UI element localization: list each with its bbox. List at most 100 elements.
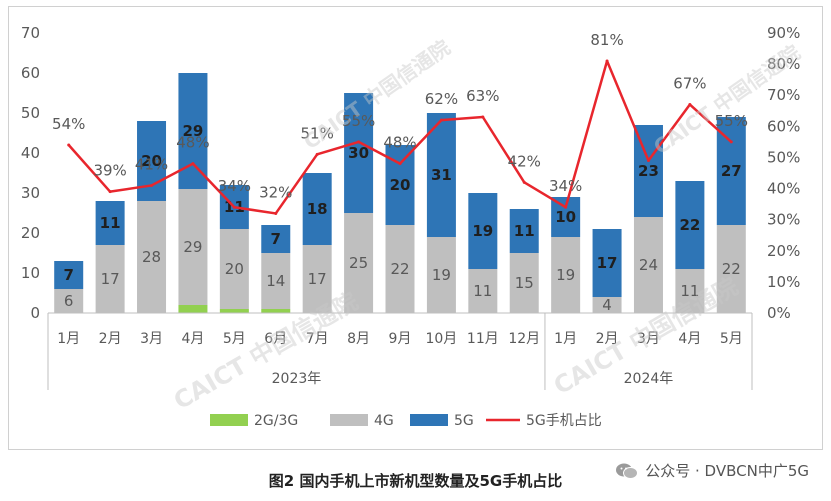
y-right-tick-label: 60% — [767, 117, 800, 135]
bar-5g — [675, 181, 705, 269]
legend-label: 4G — [374, 413, 394, 429]
y-left-tick-label: 30 — [21, 184, 40, 202]
source-credit: 公众号 · DVBCN中广5G — [615, 460, 809, 481]
share-point — [605, 59, 609, 63]
share-point — [564, 205, 568, 209]
share-point — [439, 118, 443, 122]
bar-label-5g: 7 — [63, 266, 73, 284]
bar-label-5g: 7 — [271, 230, 281, 248]
share-label: 54% — [52, 115, 85, 133]
share-label: 48% — [176, 134, 209, 152]
share-point — [108, 190, 112, 194]
y-left-tick-label: 40 — [21, 144, 40, 162]
bar-2g-3g — [261, 309, 291, 313]
wechat-icon — [616, 463, 639, 479]
x-axis: 1月 2月 3月 4月 5月 6月 7月 8月 9月 10月 11月 12月 1月 2月 3月 4月 5月 202… — [47, 312, 753, 390]
bar-5g — [716, 117, 746, 225]
x-tick-label: 2月 — [596, 331, 619, 347]
share-point — [646, 159, 650, 163]
bar-label-5g: 23 — [638, 162, 659, 180]
bar-4g — [468, 269, 498, 313]
share-label: 41% — [135, 155, 168, 173]
bar-label-4g: 19 — [432, 266, 451, 284]
bars-group — [54, 73, 746, 313]
share-point — [688, 103, 692, 107]
y-left-tick-label: 70 — [21, 24, 40, 42]
bar-label-4g: 28 — [142, 248, 161, 266]
bar-5g — [95, 201, 125, 245]
bar-label-4g: 14 — [266, 272, 285, 290]
bar-4g — [261, 253, 291, 309]
bar-label-4g: 22 — [390, 260, 409, 278]
bar-label-5g: 30 — [348, 144, 369, 162]
bar-4g — [716, 225, 746, 313]
share-label: 34% — [549, 177, 582, 195]
bar-label-4g: 11 — [680, 282, 699, 300]
share-label: 62% — [425, 90, 458, 108]
source-text: 公众号 · DVBCN中广5G — [645, 462, 809, 480]
bar-4g — [344, 213, 374, 313]
bar-4g — [592, 297, 622, 313]
share-point — [67, 143, 71, 147]
bar-label-5g: 20 — [141, 152, 162, 170]
bar-label-5g: 20 — [390, 176, 411, 194]
share-label: 42% — [508, 152, 541, 170]
x-tick-label: 3月 — [637, 331, 660, 347]
x-tick-label: 2月 — [99, 331, 122, 347]
share-label: 48% — [383, 134, 416, 152]
share-point — [315, 152, 319, 156]
bar-4g — [509, 253, 539, 313]
y-left-tick-label: 0 — [30, 304, 40, 322]
x-tick-label: 4月 — [181, 331, 204, 347]
x-tick-label: 1月 — [554, 331, 577, 347]
share-point — [522, 180, 526, 184]
right-axis: 0% 10% 20% 30% 40% 50% 60% 70% 80% 90% — [767, 24, 800, 322]
bar-label-4g: 11 — [473, 282, 492, 300]
bar-2g-3g — [219, 309, 249, 313]
bar-5g — [509, 209, 539, 253]
share-label: 55% — [715, 112, 748, 130]
bar-label-4g: 15 — [515, 274, 534, 292]
y-left-tick-label: 10 — [21, 264, 40, 282]
bar-4g — [675, 269, 705, 313]
bar-4g — [219, 229, 249, 309]
bar-label-5g: 19 — [472, 222, 493, 240]
legend-label: 2G/3G — [254, 413, 298, 429]
bar-4g — [54, 289, 84, 313]
legend-swatch — [330, 414, 368, 426]
bar-5g — [54, 261, 84, 289]
y-right-tick-label: 70% — [767, 86, 800, 104]
year-label: 2023年 — [272, 371, 322, 387]
x-tick-label: 8月 — [347, 331, 370, 347]
x-tick-label: 7月 — [306, 331, 329, 347]
bar-label-4g: 19 — [556, 266, 575, 284]
share-label: 51% — [301, 124, 334, 142]
y-left-tick-label: 20 — [21, 224, 40, 242]
share-label: 55% — [342, 112, 375, 130]
share-label: 39% — [93, 162, 126, 180]
bar-5g — [302, 173, 332, 245]
bar-label-4g: 24 — [639, 256, 658, 274]
x-tick-label: 9月 — [389, 331, 412, 347]
x-tick-label: 1月 — [57, 331, 80, 347]
bar-label-4g: 4 — [602, 296, 612, 314]
bar-label-5g: 31 — [431, 166, 452, 184]
y-right-tick-label: 90% — [767, 24, 800, 42]
x-tick-label: 5月 — [223, 331, 246, 347]
bar-label-4g: 17 — [308, 270, 327, 288]
bar-label-4g: 6 — [64, 292, 74, 310]
left-axis: 0 10 20 30 40 50 60 70 — [21, 24, 40, 322]
bar-5g — [261, 225, 291, 253]
x-tick-label: 12月 — [508, 331, 540, 347]
y-right-tick-label: 0% — [767, 304, 791, 322]
bar-label-5g: 29 — [183, 122, 204, 140]
bar-label-5g: 11 — [100, 214, 121, 232]
bar-label-4g: 17 — [101, 270, 120, 288]
x-tick-label: 6月 — [264, 331, 287, 347]
y-right-tick-label: 20% — [767, 242, 800, 260]
bar-label-5g: 18 — [307, 200, 328, 218]
bar-5g — [344, 93, 374, 213]
year-label: 2024年 — [624, 371, 674, 387]
share-point — [481, 115, 485, 119]
